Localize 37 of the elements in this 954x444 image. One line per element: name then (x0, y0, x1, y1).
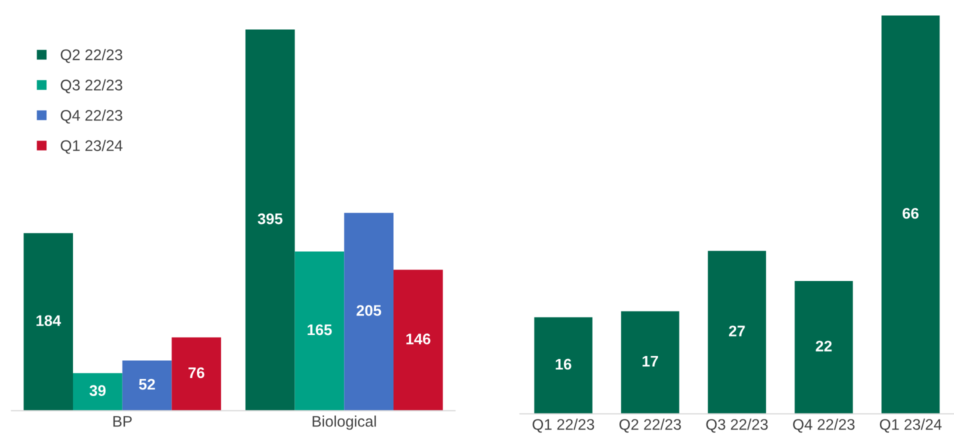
data-label: 39 (90, 385, 106, 396)
x-tick-label: Q3 22/23 (706, 418, 768, 433)
x-tick-label: Q1 22/23 (532, 418, 594, 433)
bar (534, 317, 592, 414)
data-label: 395 (258, 213, 282, 224)
data-label: 165 (308, 324, 332, 336)
data-label: 17 (642, 356, 658, 366)
legend-label: Q2 22/23 (60, 48, 122, 63)
data-label: 76 (188, 367, 204, 378)
data-label: 66 (902, 208, 919, 219)
bar (172, 337, 222, 411)
data-label: 146 (406, 334, 430, 344)
x-tick-label: Biological (312, 416, 376, 430)
bar (882, 16, 940, 414)
bar (73, 373, 122, 411)
data-label: 22 (816, 340, 832, 352)
bar (245, 30, 295, 411)
x-tick-label: Q2 22/23 (619, 418, 681, 433)
bar (621, 311, 680, 414)
bar (24, 233, 73, 411)
data-label: 27 (729, 326, 745, 336)
data-label: 16 (556, 358, 572, 370)
bar (794, 281, 853, 414)
data-label: 184 (36, 315, 61, 326)
x-tick-label: Q4 22/23 (793, 418, 855, 433)
bar (294, 251, 344, 411)
data-label: 205 (356, 305, 382, 316)
x-tick-label: BP (113, 416, 132, 427)
legend-label: Q1 23/24 (60, 140, 122, 154)
bar (122, 360, 172, 411)
legend-label: Q3 22/23 (60, 79, 122, 94)
data-label: 52 (139, 378, 155, 390)
bar (394, 270, 443, 411)
x-tick-label: Q1 23/24 (880, 418, 942, 433)
bar (708, 250, 766, 414)
bar (344, 212, 394, 411)
legend-label: Q4 22/23 (60, 110, 122, 124)
